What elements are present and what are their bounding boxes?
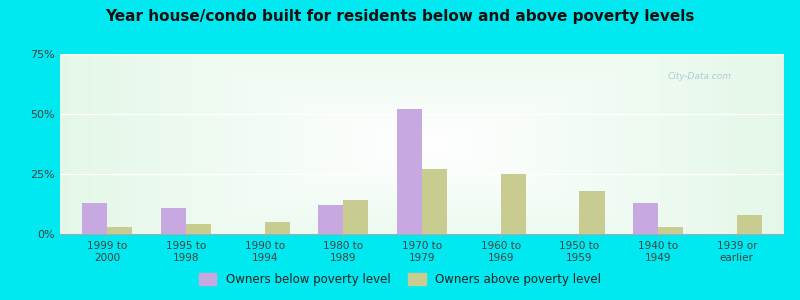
Bar bbox=[633, 203, 658, 234]
Bar bbox=[186, 224, 211, 234]
Bar bbox=[422, 169, 447, 234]
Bar bbox=[343, 200, 369, 234]
Bar bbox=[579, 191, 605, 234]
Text: City-Data.com: City-Data.com bbox=[668, 72, 732, 81]
Text: Year house/condo built for residents below and above poverty levels: Year house/condo built for residents bel… bbox=[106, 9, 694, 24]
Bar bbox=[501, 174, 526, 234]
Bar bbox=[318, 205, 343, 234]
Legend: Owners below poverty level, Owners above poverty level: Owners below poverty level, Owners above… bbox=[194, 268, 606, 291]
Bar bbox=[397, 109, 422, 234]
Bar bbox=[265, 222, 290, 234]
Bar bbox=[161, 208, 186, 234]
Bar bbox=[82, 203, 107, 234]
Bar bbox=[658, 227, 683, 234]
Bar bbox=[737, 215, 762, 234]
Bar bbox=[107, 227, 133, 234]
